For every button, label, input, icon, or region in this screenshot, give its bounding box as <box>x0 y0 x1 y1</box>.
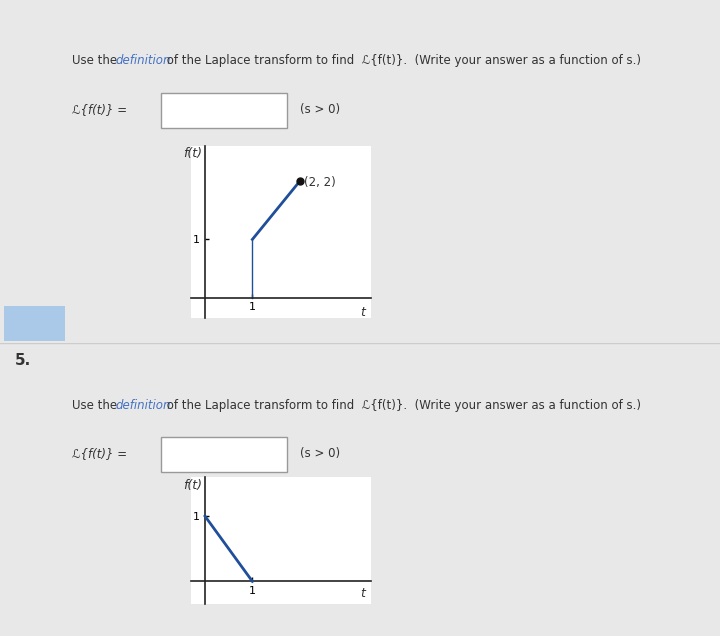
Text: (2, 2): (2, 2) <box>304 176 336 189</box>
Text: definition: definition <box>115 54 171 67</box>
Text: of the Laplace transform to find  ℒ{f(t)}.  (Write your answer as a function of : of the Laplace transform to find ℒ{f(t)}… <box>163 399 641 412</box>
Text: Use the: Use the <box>72 399 121 412</box>
Text: 5.: 5. <box>14 353 31 368</box>
Text: t: t <box>360 306 365 319</box>
Text: of the Laplace transform to find  ℒ{f(t)}.  (Write your answer as a function of : of the Laplace transform to find ℒ{f(t)}… <box>163 54 641 67</box>
Text: t: t <box>360 586 365 600</box>
Text: ℒ{f(t)} =: ℒ{f(t)} = <box>72 103 127 116</box>
Text: (s > 0): (s > 0) <box>300 446 341 460</box>
Text: definition: definition <box>115 399 171 412</box>
Text: ℒ{f(t)} =: ℒ{f(t)} = <box>72 446 127 460</box>
Text: f(t): f(t) <box>184 148 202 160</box>
FancyBboxPatch shape <box>161 93 287 128</box>
Text: (s > 0): (s > 0) <box>300 103 341 116</box>
FancyBboxPatch shape <box>161 436 287 472</box>
Text: f(t): f(t) <box>184 479 202 492</box>
FancyBboxPatch shape <box>4 306 65 342</box>
Text: Use the: Use the <box>72 54 121 67</box>
